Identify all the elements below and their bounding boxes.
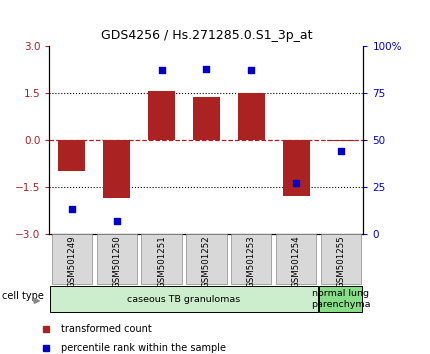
Text: normal lung
parenchyma: normal lung parenchyma [311, 290, 371, 309]
Point [68, 206, 75, 212]
Point [293, 180, 300, 186]
Bar [283, 140, 310, 196]
Bar [238, 93, 265, 140]
FancyBboxPatch shape [321, 234, 361, 285]
Bar [103, 140, 130, 198]
Text: percentile rank within the sample: percentile rank within the sample [61, 343, 226, 353]
Bar [148, 91, 175, 140]
Text: GSM501252: GSM501252 [202, 235, 211, 288]
Bar [58, 140, 85, 171]
FancyBboxPatch shape [276, 234, 316, 285]
Text: GSM501251: GSM501251 [157, 235, 166, 288]
Text: GSM501250: GSM501250 [112, 235, 121, 288]
FancyBboxPatch shape [52, 234, 92, 285]
FancyBboxPatch shape [319, 286, 362, 313]
FancyBboxPatch shape [50, 286, 318, 313]
FancyBboxPatch shape [186, 234, 227, 285]
Point [158, 68, 165, 73]
Bar [193, 97, 220, 140]
Point [248, 68, 255, 73]
Title: GDS4256 / Hs.271285.0.S1_3p_at: GDS4256 / Hs.271285.0.S1_3p_at [101, 29, 312, 42]
Text: GSM501254: GSM501254 [292, 235, 301, 288]
Text: cell type: cell type [3, 291, 44, 301]
Point [203, 66, 210, 72]
FancyBboxPatch shape [141, 234, 182, 285]
Text: GSM501249: GSM501249 [68, 235, 77, 288]
Point [113, 218, 120, 223]
Text: caseous TB granulomas: caseous TB granulomas [127, 295, 241, 304]
Bar [328, 140, 354, 141]
FancyBboxPatch shape [231, 234, 271, 285]
Text: GSM501253: GSM501253 [247, 235, 256, 288]
FancyBboxPatch shape [96, 234, 137, 285]
Text: GSM501255: GSM501255 [336, 235, 345, 288]
Point [338, 148, 344, 154]
Text: transformed count: transformed count [61, 324, 152, 333]
